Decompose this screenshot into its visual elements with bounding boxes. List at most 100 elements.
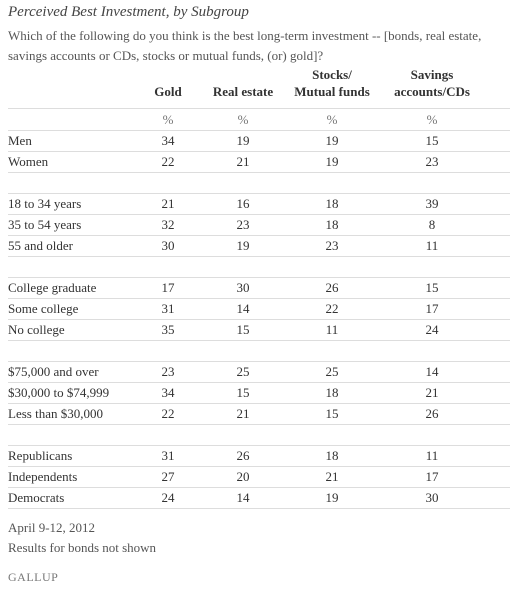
row-label: Less than $30,000: [8, 405, 103, 421]
cell: 24: [425, 321, 439, 337]
cell: 31: [161, 447, 175, 463]
cell: 8: [428, 216, 436, 232]
cell: 15: [325, 405, 339, 421]
row-label: $75,000 and over: [8, 363, 99, 379]
rule: [8, 381, 510, 383]
cell: 19: [325, 132, 339, 148]
cell: 11: [425, 447, 439, 463]
cell: 21: [236, 153, 250, 169]
cell: 11: [325, 321, 339, 337]
row-label: Republicans: [8, 447, 73, 463]
column-header: Mutual funds: [294, 84, 370, 99]
rule: [8, 192, 510, 194]
rule: [8, 297, 510, 299]
cell: 18: [325, 447, 339, 463]
unit: %: [326, 111, 338, 127]
row-label: Some college: [8, 300, 79, 316]
rule: [8, 213, 510, 215]
cell: 39: [425, 195, 439, 211]
rule: [8, 423, 510, 425]
unit: %: [426, 111, 438, 127]
row-label: 18 to 34 years: [8, 195, 82, 211]
cell: 17: [425, 300, 439, 316]
cell: 14: [236, 300, 250, 316]
cell: 14: [425, 363, 439, 379]
row-label: 55 and older: [8, 237, 73, 253]
cell: 35: [161, 321, 175, 337]
row-label: Men: [8, 132, 32, 148]
rule: [8, 444, 510, 446]
cell: 21: [325, 468, 339, 484]
cell: 19: [236, 132, 250, 148]
cell: 25: [325, 363, 339, 379]
cell: 21: [425, 384, 439, 400]
subtitle: Which of the following do you think is t…: [8, 28, 482, 63]
cell: 15: [425, 279, 439, 295]
unit: %: [162, 111, 174, 127]
column-header: accounts/CDs: [394, 84, 470, 99]
row-label: $30,000 to $74,999: [8, 384, 110, 400]
cell: 19: [325, 153, 339, 169]
cell: 18: [325, 384, 339, 400]
column-header: Savings: [410, 67, 454, 82]
cell: 11: [425, 237, 439, 253]
cell: 30: [236, 279, 250, 295]
cell: 14: [236, 489, 250, 505]
cell: 15: [425, 132, 439, 148]
cell: 22: [161, 153, 175, 169]
cell: 19: [236, 237, 250, 253]
unit: %: [237, 111, 249, 127]
cell: 23: [161, 363, 175, 379]
cell: 15: [236, 384, 250, 400]
rule: [8, 234, 510, 236]
rule: [8, 255, 510, 257]
cell: 19: [325, 489, 339, 505]
row-label: Democrats: [8, 489, 65, 505]
cell: 32: [161, 216, 175, 232]
rule: [8, 171, 510, 173]
cell: 22: [325, 300, 339, 316]
rule: [8, 339, 510, 341]
cell: 15: [236, 321, 250, 337]
cell: 26: [425, 405, 439, 421]
rule: [8, 129, 510, 131]
rule: [8, 486, 510, 488]
brand: GALLUP: [8, 570, 59, 584]
cell: 34: [161, 384, 175, 400]
cell: 30: [425, 489, 439, 505]
cell: 17: [161, 279, 175, 295]
cell: 31: [161, 300, 175, 316]
column-header: Real estate: [212, 84, 274, 99]
rule: [8, 507, 510, 509]
cell: 24: [161, 489, 175, 505]
cell: 23: [425, 153, 439, 169]
rule: [8, 465, 510, 467]
rule: [8, 150, 510, 152]
cell: 18: [325, 216, 339, 232]
cell: 22: [161, 405, 175, 421]
cell: 16: [236, 195, 250, 211]
cell: 21: [161, 195, 175, 211]
footnote: Results for bonds not shown: [8, 540, 157, 555]
row-label: College graduate: [8, 279, 97, 295]
rule: [8, 360, 510, 362]
rule: [8, 108, 510, 109]
footnote: April 9-12, 2012: [8, 520, 96, 535]
column-header: Stocks/: [312, 67, 352, 82]
rule: [8, 276, 510, 278]
cell: 26: [236, 447, 250, 463]
cell: 30: [161, 237, 175, 253]
row-label: 35 to 54 years: [8, 216, 82, 232]
rule: [8, 402, 510, 404]
cell: 23: [325, 237, 339, 253]
cell: 26: [325, 279, 339, 295]
cell: 27: [161, 468, 175, 484]
cell: 20: [236, 468, 250, 484]
column-header: Gold: [154, 84, 182, 99]
cell: 34: [161, 132, 175, 148]
row-label: Independents: [8, 468, 78, 484]
rule: [8, 318, 510, 320]
row-label: Women: [8, 153, 49, 169]
cell: 23: [236, 216, 250, 232]
